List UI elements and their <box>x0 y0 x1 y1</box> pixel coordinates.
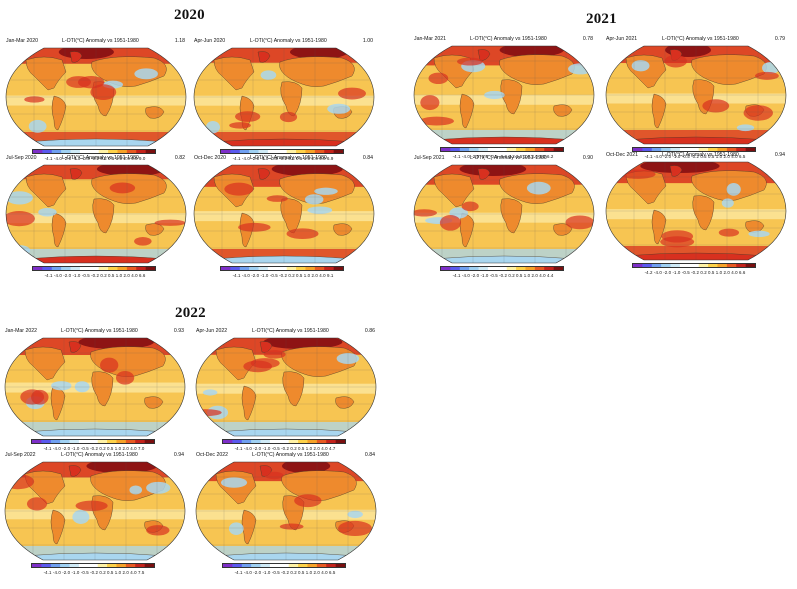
global-mean: 0.79 <box>774 36 785 42</box>
color-scale-ticks: -4.1 -4.0 -2.0 -1.0 -0.5 -0.2 0.2 0.5 1.… <box>43 446 145 451</box>
panel-header: Apr-Jun 2022 L-OTI(°C) Anomaly vs 1951-19… <box>194 326 378 336</box>
global-mean: 0.84 <box>362 155 373 161</box>
anomaly-title: L-OTI(°C) Anomaly vs 1951-1980 <box>470 36 547 42</box>
color-scale-ticks: -4.1 -4.0 -2.0 -1.0 -0.5 -0.2 0.2 0.5 1.… <box>232 273 334 278</box>
anomaly-map <box>193 164 375 264</box>
global-mean: 1.18 <box>174 38 185 44</box>
color-scale-ticks: -4.1 -4.0 -2.0 -1.0 -0.5 -0.2 0.2 0.5 1.… <box>452 154 554 159</box>
anomaly-map <box>193 47 375 147</box>
panel-header: Apr-Jun 2021 L-OTI(°C) Anomaly vs 1951-19… <box>604 34 788 44</box>
color-scale-ticks: -4.1 -4.0 -2.0 -1.0 -0.5 -0.2 0.2 0.5 1.… <box>232 156 334 161</box>
year-title-2022: 2022 <box>175 305 206 321</box>
global-mean: 0.78 <box>582 36 593 42</box>
map-panel: Jan-Mar 2020 L-OTI(°C) Anomaly vs 1951-19… <box>4 36 188 168</box>
color-scale-bar <box>220 149 344 154</box>
anomaly-title: L-OTI(°C) Anomaly vs 1951-1980 <box>62 155 139 161</box>
map-panel: Jul-Sep 2021 L-OTI(°C) Anomaly vs 1951-19… <box>412 153 596 285</box>
color-scale-bar <box>220 266 344 271</box>
color-scale-bar <box>31 563 155 568</box>
map-panel: Apr-Jun 2021 L-OTI(°C) Anomaly vs 1951-19… <box>604 34 788 166</box>
period-label: Apr-Jun 2022 <box>196 328 228 334</box>
anomaly-map <box>195 461 377 561</box>
color-scale-bar <box>222 439 346 444</box>
color-scale-ticks: -4.1 -4.0 -2.0 -1.0 -0.5 -0.2 0.2 0.5 1.… <box>644 154 746 159</box>
anomaly-title: L-OTI(°C) Anomaly vs 1951-1980 <box>250 38 327 44</box>
period-label: Jan-Mar 2020 <box>6 38 39 44</box>
period-label: Jan-Mar 2021 <box>414 36 447 42</box>
period-label: Jan-Mar 2022 <box>5 328 38 334</box>
anomaly-map <box>605 161 787 261</box>
color-scale-ticks: -4.1 -4.0 -2.0 -1.0 -0.5 -0.2 0.2 0.5 1.… <box>44 156 146 161</box>
anomaly-map <box>195 337 377 437</box>
panel-header: Jan-Mar 2022 L-OTI(°C) Anomaly vs 1951-19… <box>3 326 187 336</box>
panel-header: Apr-Jun 2020 L-OTI(°C) Anomaly vs 1951-19… <box>192 36 376 46</box>
period-label: Oct-Dec 2020 <box>194 155 227 161</box>
color-scale-bar <box>440 266 564 271</box>
year-title-2021: 2021 <box>586 11 617 27</box>
color-scale-bar <box>32 149 156 154</box>
anomaly-title: L-OTI(°C) Anomaly vs 1951-1980 <box>252 452 329 458</box>
panel-header: Jan-Mar 2020 L-OTI(°C) Anomaly vs 1951-19… <box>4 36 188 46</box>
global-mean: 0.94 <box>774 152 785 158</box>
period-label: Oct-Dec 2022 <box>196 452 229 458</box>
color-scale-ticks: -4.1 -4.0 -2.0 -1.0 -0.5 -0.2 0.2 0.5 1.… <box>452 273 554 278</box>
color-scale-ticks: -4.2 -4.0 -2.0 -1.0 -0.5 -0.2 0.2 0.5 1.… <box>644 270 746 275</box>
map-panel: Apr-Jun 2022 L-OTI(°C) Anomaly vs 1951-19… <box>194 326 378 458</box>
color-scale-ticks: -4.1 -4.0 -2.0 -1.0 -0.5 -0.2 0.2 0.5 1.… <box>234 570 336 575</box>
color-scale-bar <box>632 147 756 152</box>
global-mean: 0.90 <box>582 155 593 161</box>
period-label: Apr-Jun 2021 <box>606 36 638 42</box>
period-label: Jul-Sep 2020 <box>6 155 37 161</box>
period-label: Apr-Jun 2020 <box>194 38 226 44</box>
anomaly-title: L-OTI(°C) Anomaly vs 1951-1980 <box>470 155 547 161</box>
color-scale-bar <box>632 263 756 268</box>
anomaly-title: L-OTI(°C) Anomaly vs 1951-1980 <box>250 155 327 161</box>
color-scale-ticks: -4.1 -4.0 -2.0 -1.0 -0.5 -0.2 0.2 0.5 1.… <box>44 273 146 278</box>
color-scale-bar <box>222 563 346 568</box>
year-title-2020: 2020 <box>174 7 205 23</box>
anomaly-title: L-OTI(°C) Anomaly vs 1951-1980 <box>62 38 139 44</box>
global-mean: 0.93 <box>173 328 184 334</box>
map-panel: Jul-Sep 2020 L-OTI(°C) Anomaly vs 1951-19… <box>4 153 188 285</box>
panel-header: Jul-Sep 2021 L-OTI(°C) Anomaly vs 1951-19… <box>412 153 596 163</box>
color-scale-ticks: -4.1 -4.0 -2.0 -1.0 -0.5 -0.2 0.2 0.5 1.… <box>43 570 145 575</box>
global-mean: 1.00 <box>362 38 373 44</box>
map-panel: Oct-Dec 2021 L-OTI(°C) Anomaly vs 1951-19… <box>604 150 788 282</box>
period-label: Oct-Dec 2021 <box>606 152 639 158</box>
map-panel: Oct-Dec 2020 L-OTI(°C) Anomaly vs 1951-19… <box>192 153 376 285</box>
anomaly-map <box>4 337 186 437</box>
anomaly-map <box>5 164 187 264</box>
panel-header: Jul-Sep 2022 L-OTI(°C) Anomaly vs 1951-19… <box>3 450 187 460</box>
panel-header: Jan-Mar 2021 L-OTI(°C) Anomaly vs 1951-19… <box>412 34 596 44</box>
panel-header: Oct-Dec 2020 L-OTI(°C) Anomaly vs 1951-19… <box>192 153 376 163</box>
panel-header: Oct-Dec 2022 L-OTI(°C) Anomaly vs 1951-19… <box>194 450 378 460</box>
map-panel: Jul-Sep 2022 L-OTI(°C) Anomaly vs 1951-19… <box>3 450 187 582</box>
anomaly-map <box>413 45 595 145</box>
anomaly-title: L-OTI(°C) Anomaly vs 1951-1980 <box>252 328 329 334</box>
anomaly-title: L-OTI(°C) Anomaly vs 1951-1980 <box>61 452 138 458</box>
panel-header: Oct-Dec 2021 L-OTI(°C) Anomaly vs 1951-19… <box>604 150 788 160</box>
panel-header: Jul-Sep 2020 L-OTI(°C) Anomaly vs 1951-19… <box>4 153 188 163</box>
color-scale-bar <box>31 439 155 444</box>
color-scale-bar <box>440 147 564 152</box>
color-scale-bar <box>32 266 156 271</box>
global-mean: 0.94 <box>173 452 184 458</box>
map-panel: Jan-Mar 2021 L-OTI(°C) Anomaly vs 1951-19… <box>412 34 596 166</box>
period-label: Jul-Sep 2021 <box>414 155 445 161</box>
period-label: Jul-Sep 2022 <box>5 452 36 458</box>
map-panel: Jan-Mar 2022 L-OTI(°C) Anomaly vs 1951-19… <box>3 326 187 458</box>
anomaly-map <box>605 45 787 145</box>
color-scale-ticks: -4.1 -4.0 -2.0 -1.0 -0.5 -0.2 0.2 0.5 1.… <box>234 446 336 451</box>
anomaly-title: L-OTI(°C) Anomaly vs 1951-1980 <box>662 36 739 42</box>
global-mean: 0.84 <box>364 452 375 458</box>
map-panel: Oct-Dec 2022 L-OTI(°C) Anomaly vs 1951-19… <box>194 450 378 582</box>
anomaly-map <box>413 164 595 264</box>
anomaly-title: L-OTI(°C) Anomaly vs 1951-1980 <box>61 328 138 334</box>
map-panel: Apr-Jun 2020 L-OTI(°C) Anomaly vs 1951-19… <box>192 36 376 168</box>
anomaly-title: L-OTI(°C) Anomaly vs 1951-1980 <box>662 152 739 158</box>
anomaly-map <box>5 47 187 147</box>
global-mean: 0.82 <box>174 155 185 161</box>
anomaly-map <box>4 461 186 561</box>
global-mean: 0.86 <box>364 328 375 334</box>
